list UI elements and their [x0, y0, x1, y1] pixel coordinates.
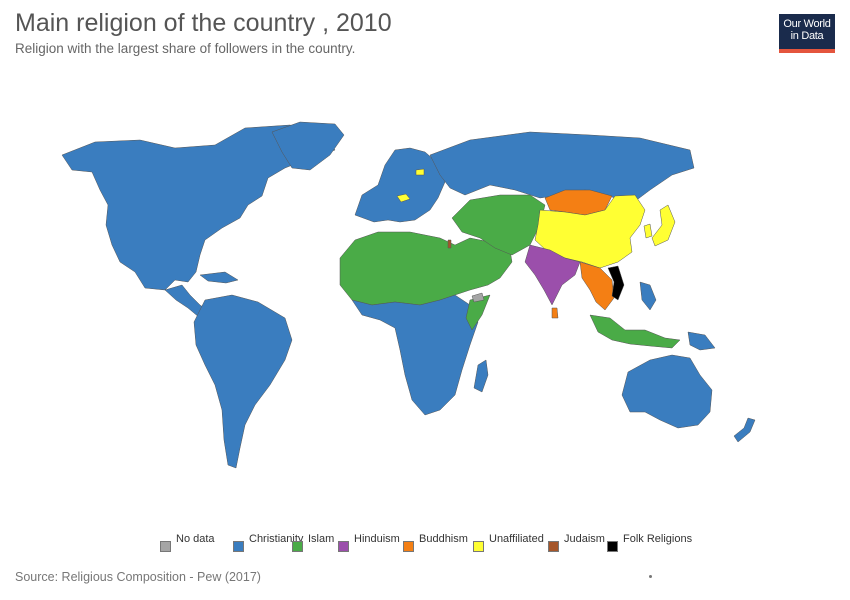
- legend-swatch: [473, 541, 484, 552]
- region-new-zealand[interactable]: [733, 417, 756, 443]
- region-czech-republic[interactable]: [396, 193, 411, 203]
- region-greenland[interactable]: [271, 121, 345, 171]
- region-estonia[interactable]: [415, 168, 425, 176]
- region-north-africa-middle-east[interactable]: [339, 231, 513, 306]
- region-japan[interactable]: [651, 204, 676, 247]
- region-australia[interactable]: [621, 354, 713, 429]
- region-vietnam[interactable]: [607, 265, 625, 301]
- region-israel[interactable]: [447, 239, 452, 249]
- logo-accent-bar: [779, 49, 835, 53]
- legend-label: Buddhism: [419, 533, 468, 545]
- legend-swatch: [607, 541, 618, 552]
- timeline-dot: [649, 575, 652, 578]
- region-papua-new-guinea[interactable]: [687, 331, 716, 351]
- region-indonesia[interactable]: [589, 314, 681, 349]
- legend-swatch: [292, 541, 303, 552]
- region-south-korea[interactable]: [643, 223, 653, 239]
- region-eritrea[interactable]: [471, 292, 485, 303]
- region-caribbean[interactable]: [199, 271, 239, 284]
- legend-label: Unaffiliated: [489, 533, 544, 545]
- logo-line-2: in Data: [790, 30, 824, 42]
- region-sri-lanka[interactable]: [551, 307, 559, 319]
- region-south-america[interactable]: [193, 294, 293, 469]
- region-india[interactable]: [524, 244, 581, 306]
- chart-subtitle: Religion with the largest share of follo…: [15, 41, 356, 56]
- legend-swatch: [338, 541, 349, 552]
- legend-swatch: [548, 541, 559, 552]
- legend-label: Judaism: [564, 533, 605, 545]
- source-note[interactable]: Source: Religious Composition - Pew (201…: [15, 570, 261, 584]
- logo-line-1: Our World: [783, 18, 831, 30]
- legend-label: Islam: [308, 533, 335, 545]
- owid-logo[interactable]: Our World in Data: [779, 14, 835, 53]
- legend-swatch: [403, 541, 414, 552]
- legend-swatch: [233, 541, 244, 552]
- legend-label: No data: [176, 533, 215, 545]
- region-north-america[interactable]: [61, 124, 336, 291]
- region-madagascar[interactable]: [473, 359, 489, 393]
- chart-title: Main religion of the country , 2010: [15, 9, 392, 37]
- legend-label: Folk Religions: [623, 533, 693, 545]
- legend-swatch: [160, 541, 171, 552]
- region-somalia[interactable]: [465, 294, 491, 331]
- region-philippines[interactable]: [639, 281, 657, 311]
- legend-label: Hinduism: [354, 533, 400, 545]
- region-central-asia[interactable]: [451, 194, 546, 256]
- region-sub-saharan-africa[interactable]: [351, 294, 479, 416]
- region-southeast-asia[interactable]: [579, 261, 615, 311]
- legend-label: Christianity: [249, 533, 304, 545]
- region-europe[interactable]: [354, 147, 446, 223]
